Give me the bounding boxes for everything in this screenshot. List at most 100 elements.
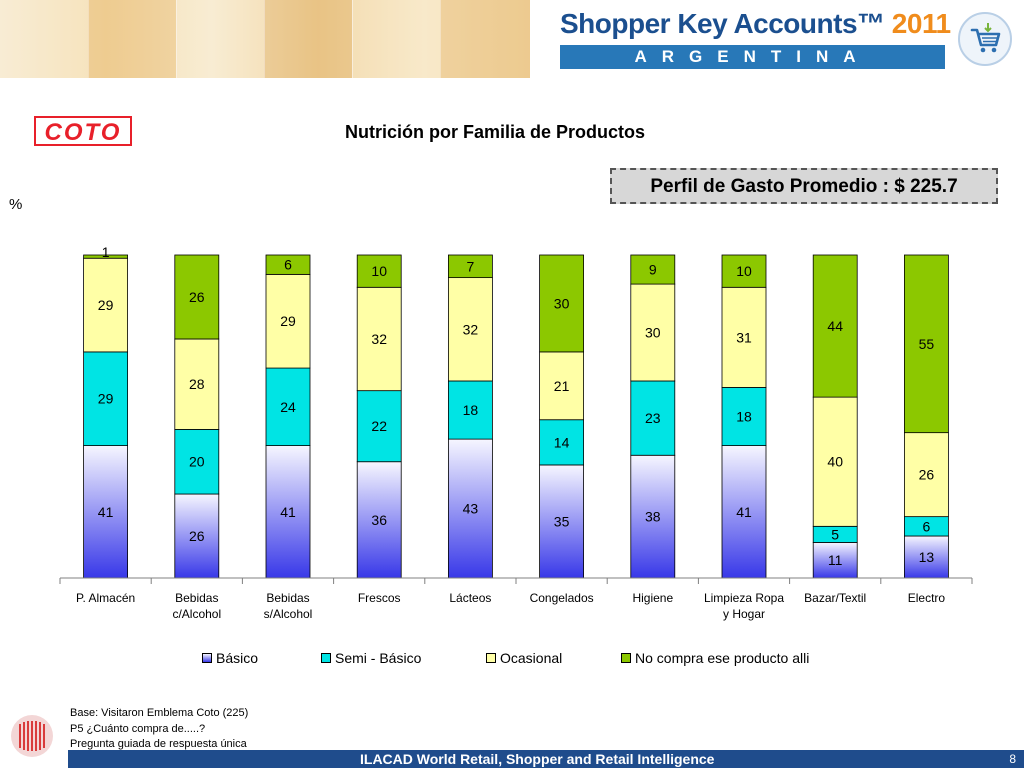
x-tick-label-bebidas-s-alcohol: Bebidas s/Alcohol — [264, 591, 313, 621]
bar-higiene-no-compra-ese-producto-alli — [630, 254, 676, 285]
y-axis-label: % — [9, 196, 23, 213]
footnote-base: Base: Visitaron Emblema Coto (225) — [70, 707, 249, 719]
data-label-bebidas-s-alcohol-ocasional: 29 — [280, 313, 296, 329]
data-label-limpieza-ropa-y-hogar-ocasional: 31 — [736, 329, 752, 345]
data-label-p-almacen-semi-basico: 29 — [98, 391, 114, 407]
bar-bazar-textil-ocasional — [812, 396, 858, 527]
bar-bebidas-c-alcohol-semi-basico — [174, 429, 220, 495]
x-tick-label-bebidas-c-alcohol: Bebidas c/Alcohol — [172, 591, 221, 621]
x-tick-label-electro: Electro — [908, 591, 946, 605]
data-label-frescos-basico: 36 — [371, 512, 387, 528]
x-tick-label-bazar-textil: Bazar/Textil — [804, 591, 866, 605]
bar-bebidas-s-alcohol-basico — [265, 445, 311, 579]
banner-photo-collage — [0, 0, 530, 78]
data-label-limpieza-ropa-y-hogar-basico: 41 — [736, 504, 752, 520]
legend: Básico Semi - Básico Ocasional No compra es… — [0, 647, 1024, 669]
x-tick-label-frescos: Frescos — [358, 591, 401, 605]
bar-lacteos-basico — [447, 438, 493, 579]
x-tick-label-p-almacen: P. Almacén — [76, 591, 135, 605]
bar-bazar-textil-no-compra-ese-producto-alli — [812, 254, 858, 398]
bar-congelados-semi-basico — [539, 419, 584, 466]
footnote-note: Pregunta guiada de respuesta única — [70, 738, 247, 750]
brand-main: Shopper Key Accounts™ — [560, 8, 885, 39]
country-label: ARGENTINA — [634, 47, 871, 66]
data-label-frescos-semi-basico: 22 — [371, 418, 387, 434]
data-label-higiene-basico: 38 — [645, 509, 661, 525]
x-tick-label-congelados: Congelados — [530, 591, 594, 605]
legend-swatch — [486, 653, 496, 663]
data-label-p-almacen-no-compra-ese-producto-alli: 1 — [102, 244, 110, 260]
footnotes: Base: Visitaron Emblema Coto (225) P5 ¿C… — [70, 706, 248, 753]
bar-higiene-ocasional — [630, 283, 676, 382]
brand-title: Shopper Key Accounts™ 2011 — [560, 8, 951, 40]
bars-layer: 41 29 29 1 26 20 28 26 41 24 29 6 36 22 32 10 43 18 32 7 35 1… — [83, 244, 949, 579]
page-number: 8 — [1009, 752, 1016, 766]
data-label-bebidas-c-alcohol-semi-basico: 20 — [189, 454, 205, 470]
bar-bazar-textil-basico — [812, 542, 858, 579]
bar-congelados-ocasional — [539, 351, 584, 421]
data-label-bazar-textil-semi-basico: 5 — [831, 526, 839, 542]
data-label-electro-semi-basico: 6 — [923, 518, 931, 534]
legend-swatch — [321, 653, 331, 663]
brand-year: 2011 — [891, 8, 951, 39]
average-spend-box: Perfil de Gasto Promedio : $ 225.7 — [610, 168, 998, 204]
data-label-bebidas-c-alcohol-basico: 26 — [189, 528, 205, 544]
x-tick-label-limpieza-ropa-y-hogar: Limpieza Ropa y Hogar — [704, 591, 784, 621]
bar-p-almacen-basico — [83, 445, 128, 579]
bar-frescos-no-compra-ese-producto-alli — [356, 254, 402, 288]
barcode-logo — [10, 712, 55, 764]
data-label-electro-basico: 13 — [919, 549, 935, 565]
bar-p-almacen-ocasional — [83, 257, 128, 353]
bar-congelados-no-compra-ese-producto-alli — [539, 254, 584, 353]
data-label-congelados-semi-basico: 14 — [554, 434, 570, 450]
data-label-bebidas-c-alcohol-no-compra-ese-producto-alli: 26 — [189, 289, 205, 305]
legend-label: No compra ese producto alli — [635, 650, 810, 666]
legend-item-basico: Básico — [202, 647, 258, 669]
data-label-higiene-ocasional: 30 — [645, 325, 661, 341]
header-banner: Shopper Key Accounts™ 2011 ARGENTINA — [0, 0, 1024, 82]
data-label-electro-no-compra-ese-producto-alli: 55 — [919, 336, 935, 352]
bar-lacteos-no-compra-ese-producto-alli — [447, 254, 493, 279]
data-label-p-almacen-basico: 41 — [98, 504, 114, 520]
bar-bebidas-c-alcohol-no-compra-ese-producto-alli — [174, 254, 220, 340]
country-bar: ARGENTINA — [560, 45, 945, 69]
footer-bar: ILACAD World Retail, Shopper and Retail … — [68, 750, 1024, 768]
legend-label: Semi - Básico — [335, 650, 422, 666]
bar-bebidas-c-alcohol-ocasional — [174, 338, 220, 430]
data-label-higiene-semi-basico: 23 — [645, 410, 661, 426]
data-label-p-almacen-ocasional: 29 — [98, 297, 114, 313]
coto-logo: COTO — [34, 116, 132, 146]
data-label-limpieza-ropa-y-hogar-semi-basico: 18 — [736, 409, 752, 425]
bar-bebidas-s-alcohol-no-compra-ese-producto-alli — [265, 254, 311, 275]
data-label-bazar-textil-ocasional: 40 — [827, 454, 843, 470]
bar-electro-basico — [904, 535, 949, 579]
data-label-lacteos-no-compra-ese-producto-alli: 7 — [467, 258, 475, 274]
bar-congelados-basico — [539, 464, 584, 579]
data-label-bebidas-s-alcohol-basico: 41 — [280, 504, 296, 520]
bar-limpieza-ropa-y-hogar-ocasional — [721, 286, 767, 388]
bar-bebidas-s-alcohol-ocasional — [265, 273, 311, 369]
data-label-lacteos-ocasional: 32 — [463, 321, 479, 337]
bar-p-almacen-semi-basico — [83, 351, 128, 446]
bar-p-almacen-no-compra-ese-producto-alli — [83, 254, 128, 259]
bar-frescos-semi-basico — [356, 390, 402, 463]
data-label-limpieza-ropa-y-hogar-no-compra-ese-producto-alli: 10 — [736, 263, 752, 279]
data-label-congelados-no-compra-ese-producto-alli: 30 — [554, 295, 570, 311]
x-tick-label-lacteos: Lácteos — [449, 591, 491, 605]
bar-lacteos-semi-basico — [447, 380, 493, 440]
stacked-bar-chart: 41 29 29 1 26 20 28 26 41 24 29 6 36 22 32 10 43 18 32 7 35 1… — [59, 244, 973, 621]
data-label-lacteos-semi-basico: 18 — [463, 402, 479, 418]
data-label-higiene-no-compra-ese-producto-alli: 9 — [649, 262, 657, 278]
x-tick-label-higiene: Higiene — [632, 591, 673, 605]
legend-label: Básico — [216, 650, 259, 666]
bar-electro-ocasional — [904, 432, 949, 518]
shopping-cart-icon — [958, 12, 1012, 66]
data-label-bazar-textil-no-compra-ese-producto-alli: 44 — [827, 318, 843, 334]
bar-frescos-ocasional — [356, 286, 402, 392]
legend-item-no-compra-ese-producto-alli: No compra ese producto alli — [621, 647, 809, 669]
data-label-electro-ocasional: 26 — [919, 467, 935, 483]
data-label-bebidas-c-alcohol-ocasional: 28 — [189, 376, 205, 392]
bar-electro-no-compra-ese-producto-alli — [904, 254, 949, 434]
coto-logo-text: COTO — [45, 119, 122, 146]
data-label-lacteos-basico: 43 — [463, 501, 479, 517]
